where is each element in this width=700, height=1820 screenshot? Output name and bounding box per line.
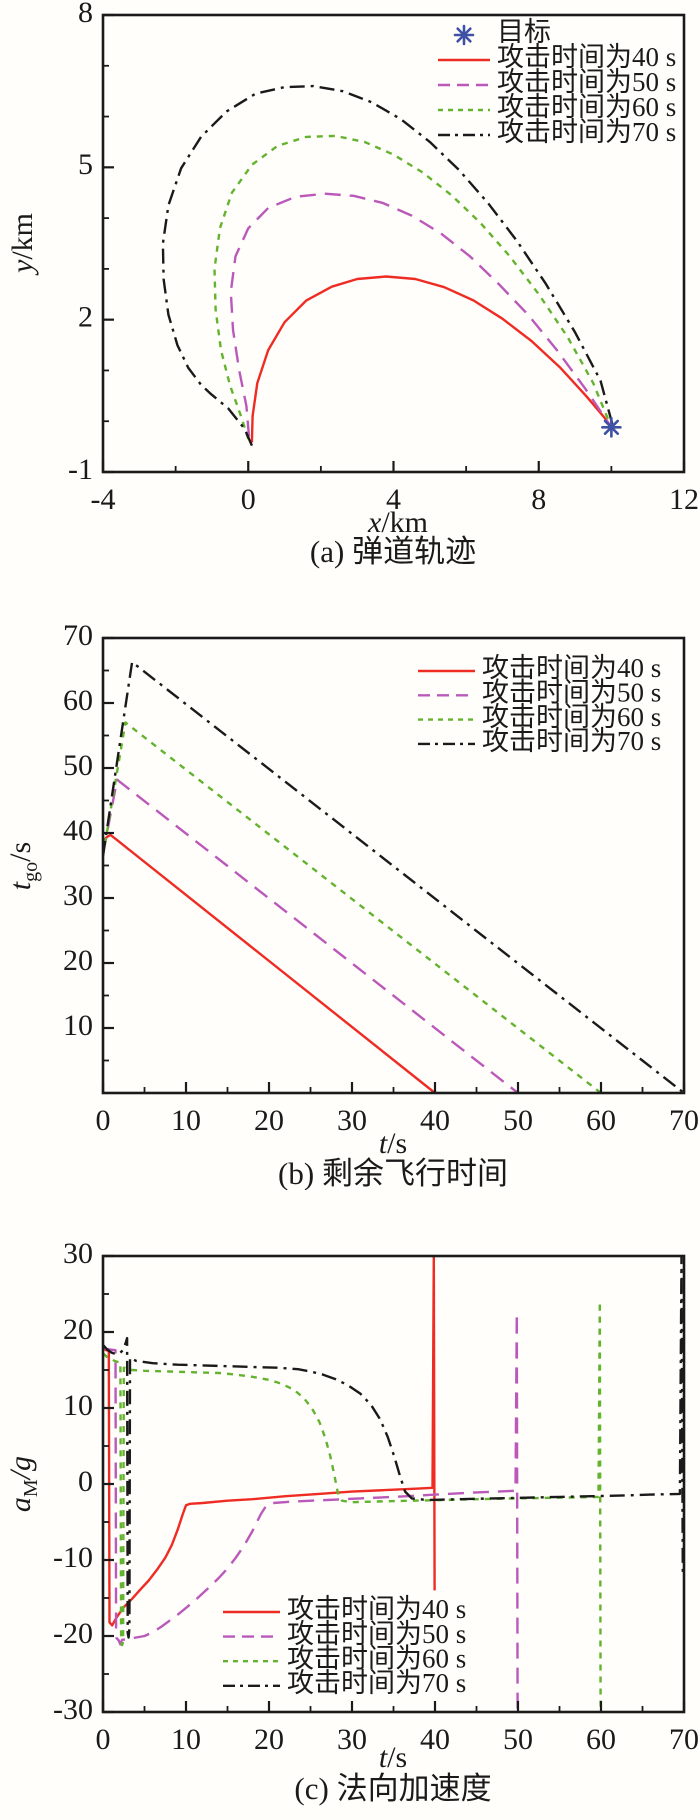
legend-item-t40: 攻击时间为40 s bbox=[438, 42, 676, 72]
series-t40-path bbox=[250, 275, 613, 443]
x-tick-label: 70 bbox=[669, 1104, 699, 1137]
legend-label-t60: 攻击时间为60 s bbox=[497, 92, 676, 122]
y-tick-label: 20 bbox=[63, 944, 93, 977]
y-tick-label: 0 bbox=[78, 1465, 93, 1498]
legend-item-t40: 攻击时间为40 s bbox=[223, 1594, 466, 1624]
x-axis-label: x/km bbox=[367, 506, 428, 539]
y-tick-label: 2 bbox=[78, 301, 93, 334]
x-axis-label: t/s bbox=[379, 1741, 407, 1774]
series-t70-path bbox=[102, 660, 685, 1094]
legend-label-t50: 攻击时间为50 s bbox=[287, 1619, 466, 1649]
x-tick-label: 8 bbox=[531, 483, 546, 516]
series-t60-path bbox=[213, 134, 613, 440]
x-tick-label: 30 bbox=[337, 1723, 367, 1756]
x-tick-label: 40 bbox=[420, 1723, 450, 1756]
y-tick-label: 20 bbox=[63, 1313, 93, 1346]
series-t60-path bbox=[102, 721, 602, 1094]
x-tick-label: 40 bbox=[420, 1104, 450, 1137]
x-tick-label: 12 bbox=[669, 483, 699, 516]
y-axis-label: y/km bbox=[6, 213, 39, 276]
legend-item-t50: 攻击时间为50 s bbox=[438, 67, 676, 97]
x-tick-label: 70 bbox=[669, 1723, 699, 1756]
legend-item-t60: 攻击时间为60 s bbox=[418, 702, 661, 732]
x-tick-label: -4 bbox=[91, 483, 116, 516]
y-tick-label: 10 bbox=[63, 1009, 93, 1042]
legend-label-t60: 攻击时间为60 s bbox=[482, 702, 661, 732]
y-tick-label: -1 bbox=[68, 453, 93, 486]
x-tick-label: 10 bbox=[171, 1723, 201, 1756]
legend-item-t50: 攻击时间为50 s bbox=[223, 1619, 466, 1649]
legend-label-t40: 攻击时间为40 s bbox=[482, 653, 661, 683]
legend-label-t70: 攻击时间为70 s bbox=[497, 117, 676, 147]
x-tick-label: 60 bbox=[586, 1104, 616, 1137]
series-t50-path bbox=[102, 1311, 519, 1713]
y-tick-label: 30 bbox=[63, 1237, 93, 1270]
legend-label-t40: 攻击时间为40 s bbox=[287, 1594, 466, 1624]
legend-label-t50: 攻击时间为50 s bbox=[497, 67, 676, 97]
legend-item-t50: 攻击时间为50 s bbox=[418, 678, 661, 708]
legend-target-marker-icon bbox=[453, 24, 475, 46]
x-tick-label: 0 bbox=[96, 1723, 111, 1756]
series-t50-path bbox=[102, 778, 519, 1094]
legend-label-t60: 攻击时间为60 s bbox=[287, 1643, 466, 1673]
series-t70-path bbox=[102, 1255, 684, 1639]
x-tick-label: 0 bbox=[241, 483, 256, 516]
x-tick-label: 20 bbox=[254, 1104, 284, 1137]
chart-trajectory: -4 0 4 8 12 -1 2 5 8 目标 攻击时间为40 s 攻击时间为50 s 攻击时间为60… bbox=[0, 0, 700, 570]
legend-item-t70: 攻击时间为70 s bbox=[223, 1668, 466, 1698]
y-tick-label: -20 bbox=[53, 1617, 93, 1650]
legend-item-t40: 攻击时间为40 s bbox=[418, 653, 661, 683]
y-tick-label: 60 bbox=[63, 684, 93, 717]
legend-label-target: 目标 bbox=[497, 17, 551, 47]
legend-label-t70: 攻击时间为70 s bbox=[482, 726, 661, 756]
chart-trajectory-caption: (a) 弹道轨迹 bbox=[310, 534, 476, 569]
target-marker bbox=[601, 417, 622, 438]
series-t70-path bbox=[161, 84, 615, 447]
legend-label-t40: 攻击时间为40 s bbox=[497, 42, 676, 72]
y-tick-label: -30 bbox=[53, 1693, 93, 1726]
chart-normal-acceleration-canvas: 0 10 20 30 40 50 60 70 -30 -20 -10 0 10 20 30 攻击时间为40 … bbox=[4, 1237, 699, 1806]
series-t40-path bbox=[102, 833, 436, 1094]
chart-time-to-go-caption: (b) 剩余飞行时间 bbox=[278, 1156, 508, 1190]
x-tick-label: 50 bbox=[503, 1723, 533, 1756]
y-tick-label: 70 bbox=[63, 619, 93, 652]
y-axis-label: aM/g bbox=[4, 1456, 42, 1512]
x-tick-label: 30 bbox=[337, 1104, 367, 1137]
y-tick-label: 10 bbox=[63, 1389, 93, 1422]
series-t50-path bbox=[229, 192, 613, 437]
y-tick-label: 5 bbox=[78, 148, 93, 181]
x-tick-label: 20 bbox=[254, 1723, 284, 1756]
chart-normal-acceleration-caption: (c) 法向加速度 bbox=[294, 1771, 491, 1806]
series-t40-path bbox=[102, 1255, 436, 1627]
legend-item-t60: 攻击时间为60 s bbox=[223, 1643, 466, 1673]
legend-label-t50: 攻击时间为50 s bbox=[482, 678, 661, 708]
y-tick-label: 8 bbox=[78, 0, 93, 29]
y-tick-label: 50 bbox=[63, 749, 93, 782]
legend-label-t70: 攻击时间为70 s bbox=[287, 1668, 466, 1698]
y-tick-label: 30 bbox=[63, 879, 93, 912]
legend-item-target: 目标 bbox=[453, 17, 551, 47]
x-tick-label: 60 bbox=[586, 1723, 616, 1756]
legend-item-t70: 攻击时间为70 s bbox=[418, 726, 661, 756]
legend-item-t60: 攻击时间为60 s bbox=[438, 92, 676, 122]
x-axis-label: t/s bbox=[379, 1127, 407, 1160]
y-tick-label: 40 bbox=[63, 814, 93, 847]
x-tick-label: 4 bbox=[386, 483, 401, 516]
x-tick-label: 10 bbox=[171, 1104, 201, 1137]
chart-normal-acceleration: 0 10 20 30 40 50 60 70 -30 -20 -10 0 10 20 30 攻击时间为40 … bbox=[0, 1190, 700, 1820]
y-tick-label: -10 bbox=[53, 1541, 93, 1574]
x-tick-label: 50 bbox=[503, 1104, 533, 1137]
legend-item-t70: 攻击时间为70 s bbox=[438, 117, 676, 147]
x-tick-label: 0 bbox=[96, 1104, 111, 1137]
y-axis-label: tgo/s bbox=[4, 842, 42, 890]
series-t60-path bbox=[102, 1300, 602, 1713]
